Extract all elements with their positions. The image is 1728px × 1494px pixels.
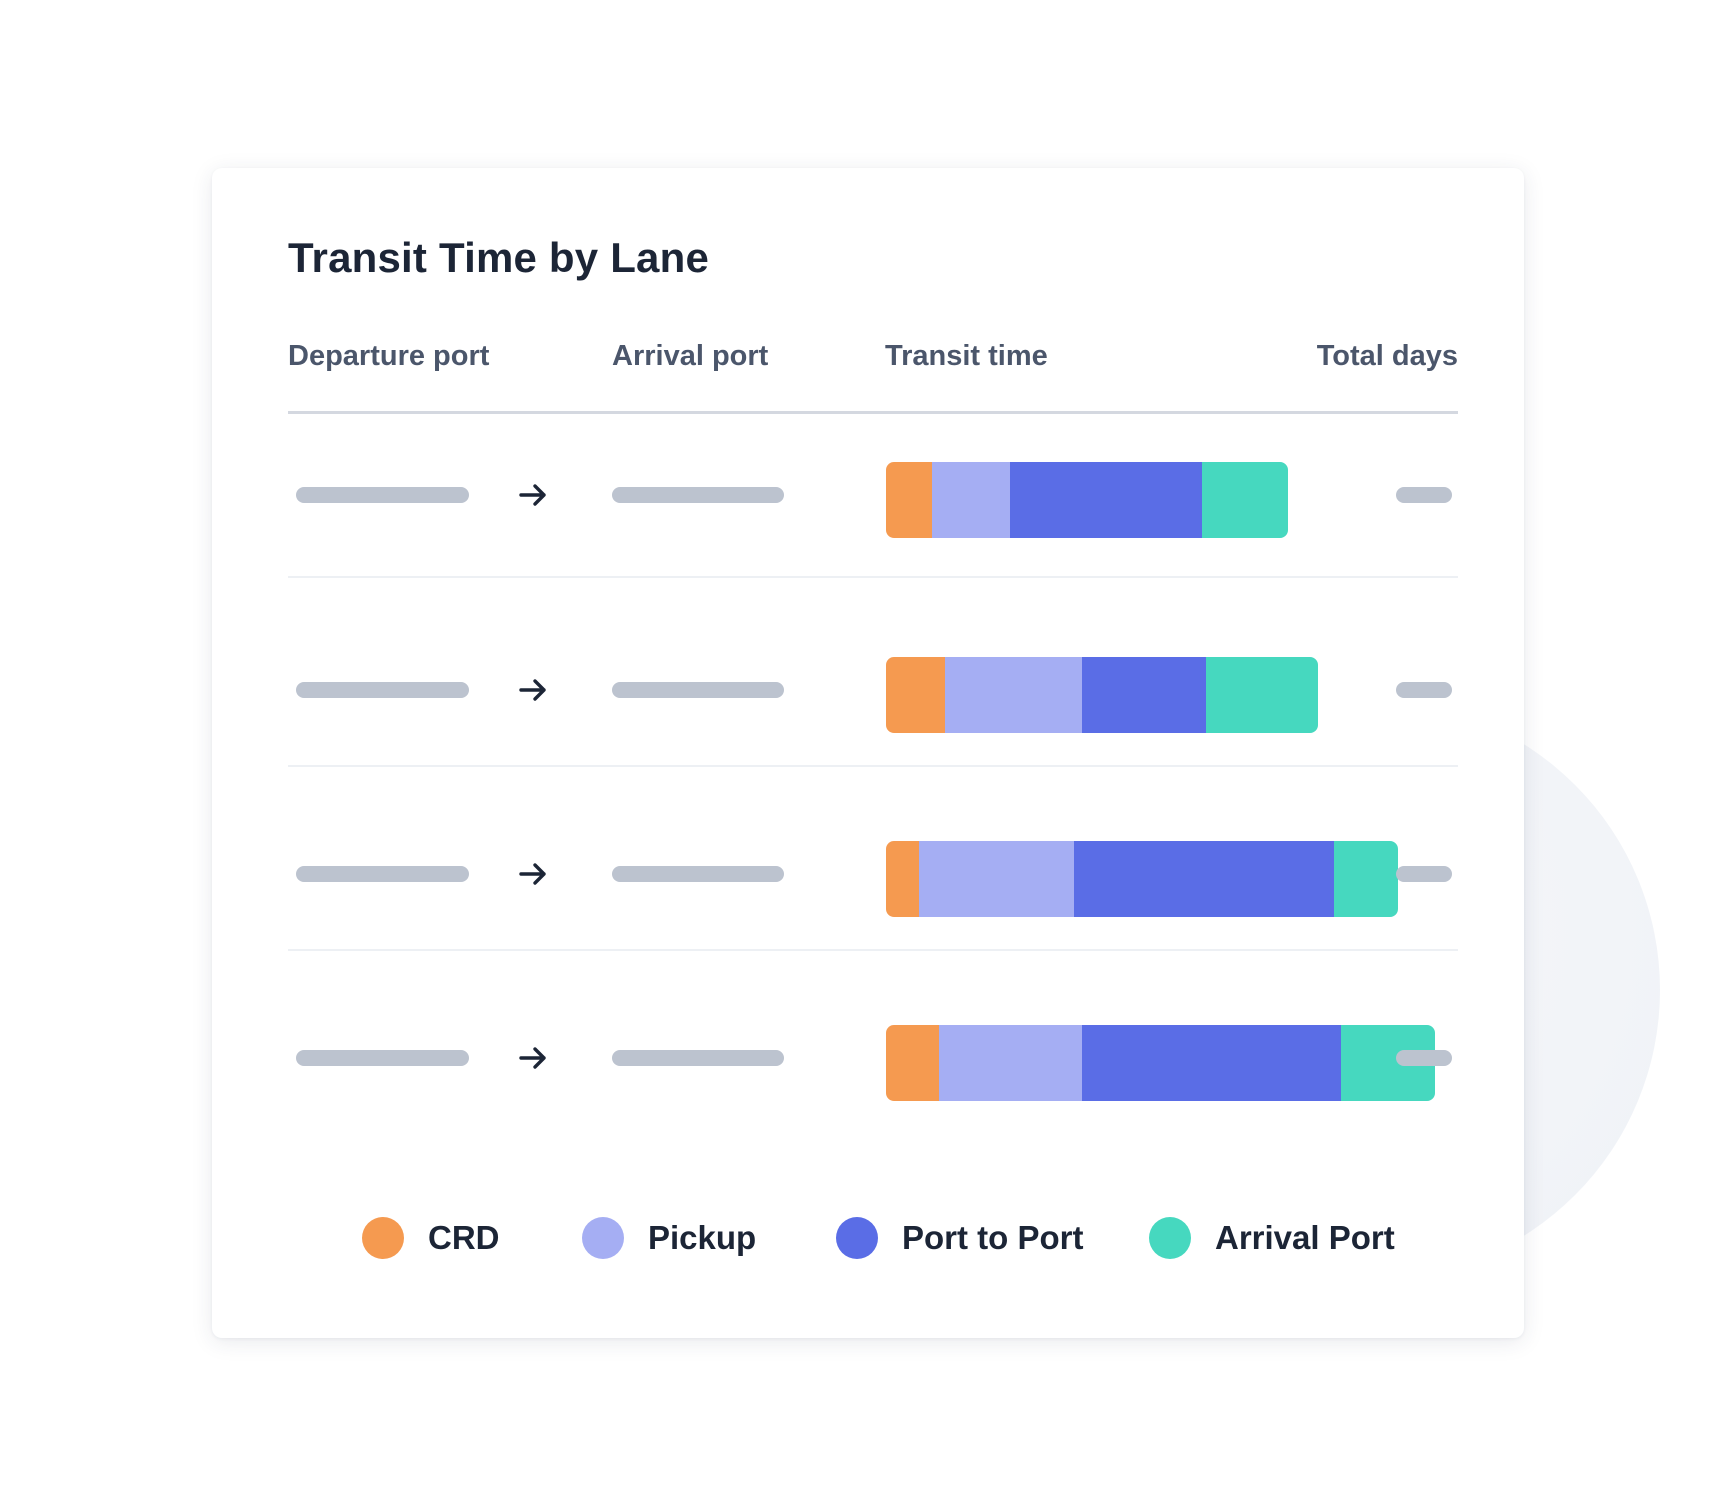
legend-label: Port to Port xyxy=(902,1219,1084,1256)
bar-segment-arrival-port xyxy=(1202,462,1289,538)
legend-label: Pickup xyxy=(648,1219,757,1256)
transit-time-bar xyxy=(886,462,1289,538)
table-row xyxy=(212,450,1524,540)
arrow-right-icon xyxy=(519,1047,546,1069)
departure-port-placeholder xyxy=(296,682,469,698)
arrow-right-icon xyxy=(519,484,546,506)
bar-segment-arrival-port xyxy=(1333,841,1398,917)
bar-segment-port-to-port xyxy=(1010,462,1203,538)
bar-segment-crd xyxy=(886,657,945,733)
header-divider xyxy=(288,411,1458,414)
bar-segment-pickup xyxy=(931,462,1011,538)
arrival-port-placeholder xyxy=(612,682,784,698)
arrow-right-icon xyxy=(519,863,546,885)
legend-item: Pickup xyxy=(582,1208,756,1268)
transit-time-bar xyxy=(886,841,1398,917)
departure-port-placeholder xyxy=(296,487,469,503)
column-header-departure-port: Departure port xyxy=(288,340,490,372)
bar-segment-crd xyxy=(886,841,919,917)
table-row xyxy=(212,829,1524,919)
arrival-port-placeholder xyxy=(612,1050,784,1066)
chart-title: Transit Time by Lane xyxy=(288,234,710,281)
total-days-placeholder xyxy=(1396,682,1452,698)
row-divider xyxy=(288,765,1458,767)
legend-label: Arrival Port xyxy=(1215,1219,1395,1256)
arrival-port-placeholder xyxy=(612,866,784,882)
legend-swatch xyxy=(1149,1217,1191,1259)
column-header-arrival-port: Arrival port xyxy=(612,340,769,372)
arrow-right-icon xyxy=(519,679,546,701)
legend-swatch xyxy=(362,1217,404,1259)
total-days-placeholder xyxy=(1396,1050,1452,1066)
row-divider xyxy=(288,949,1458,951)
arrival-port-placeholder xyxy=(612,487,784,503)
total-days-placeholder xyxy=(1396,866,1452,882)
bar-segment-pickup xyxy=(944,657,1082,733)
transit-time-bar xyxy=(886,1025,1435,1101)
table-row xyxy=(212,1013,1524,1103)
legend-swatch xyxy=(836,1217,878,1259)
bar-segment-crd xyxy=(886,462,932,538)
legend-swatch xyxy=(582,1217,624,1259)
column-header-total-days: Total days xyxy=(1316,340,1458,372)
bar-segment-port-to-port xyxy=(1081,1025,1342,1101)
bar-segment-pickup xyxy=(939,1025,1082,1101)
transit-time-bar xyxy=(886,657,1318,733)
column-header-transit-time: Transit time xyxy=(885,340,1048,372)
bar-segment-pickup xyxy=(918,841,1075,917)
bar-segment-crd xyxy=(886,1025,940,1101)
bar-segment-port-to-port xyxy=(1074,841,1334,917)
chart-legend: CRD Pickup Port to Port Arrival Port xyxy=(212,1208,1524,1268)
bar-segment-arrival-port xyxy=(1205,657,1318,733)
transit-time-card: Transit Time by Lane Departure port Arri… xyxy=(212,168,1524,1338)
total-days-placeholder xyxy=(1396,487,1452,503)
legend-item: Port to Port xyxy=(836,1208,1083,1268)
bar-segment-port-to-port xyxy=(1081,657,1206,733)
legend-label: CRD xyxy=(428,1219,500,1256)
table-row xyxy=(212,645,1524,735)
departure-port-placeholder xyxy=(296,1050,469,1066)
legend-item: CRD xyxy=(362,1208,500,1268)
legend-item: Arrival Port xyxy=(1149,1208,1395,1268)
row-divider xyxy=(288,575,1458,578)
departure-port-placeholder xyxy=(296,866,469,882)
